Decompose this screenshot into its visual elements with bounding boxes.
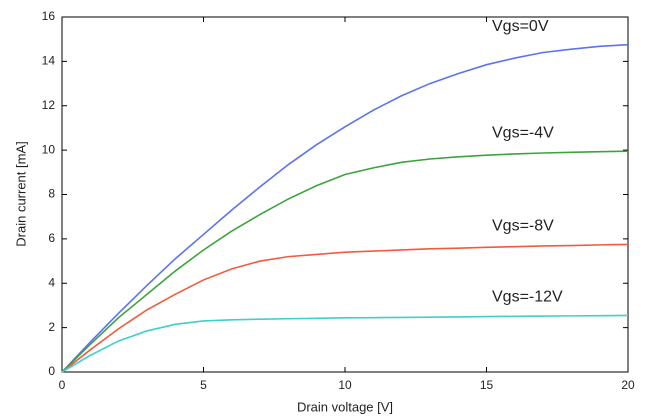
x-tick-label: 5 [200, 378, 207, 392]
series-label: Vgs=-12V [492, 289, 563, 306]
y-axis-title: Drain current [mA] [13, 141, 28, 246]
y-tick-label: 0 [48, 364, 55, 378]
series-label: Vgs=-8V [492, 218, 554, 235]
x-axis-title: Drain voltage [V] [297, 399, 393, 414]
x-tick-label: 20 [621, 378, 635, 392]
series-line [61, 150, 629, 373]
x-tick-label: 10 [338, 378, 352, 392]
y-tick-label: 4 [48, 275, 55, 289]
plot-frame [61, 16, 629, 373]
y-tick-label: 8 [48, 187, 55, 201]
series-label: Vgs=-4V [492, 124, 554, 141]
series-line [61, 243, 629, 373]
series-line [61, 314, 629, 373]
series-label: Vgs=0V [492, 18, 549, 35]
x-tick-label: 15 [480, 378, 494, 392]
series-line [61, 43, 629, 373]
y-tick-label: 12 [42, 98, 56, 112]
y-tick-label: 6 [48, 231, 55, 245]
x-tick-label: 0 [59, 378, 66, 392]
y-tick-label: 2 [48, 320, 55, 334]
y-tick-label: 16 [42, 9, 56, 23]
y-tick-label: 14 [42, 54, 56, 68]
y-tick-label: 10 [42, 142, 56, 156]
